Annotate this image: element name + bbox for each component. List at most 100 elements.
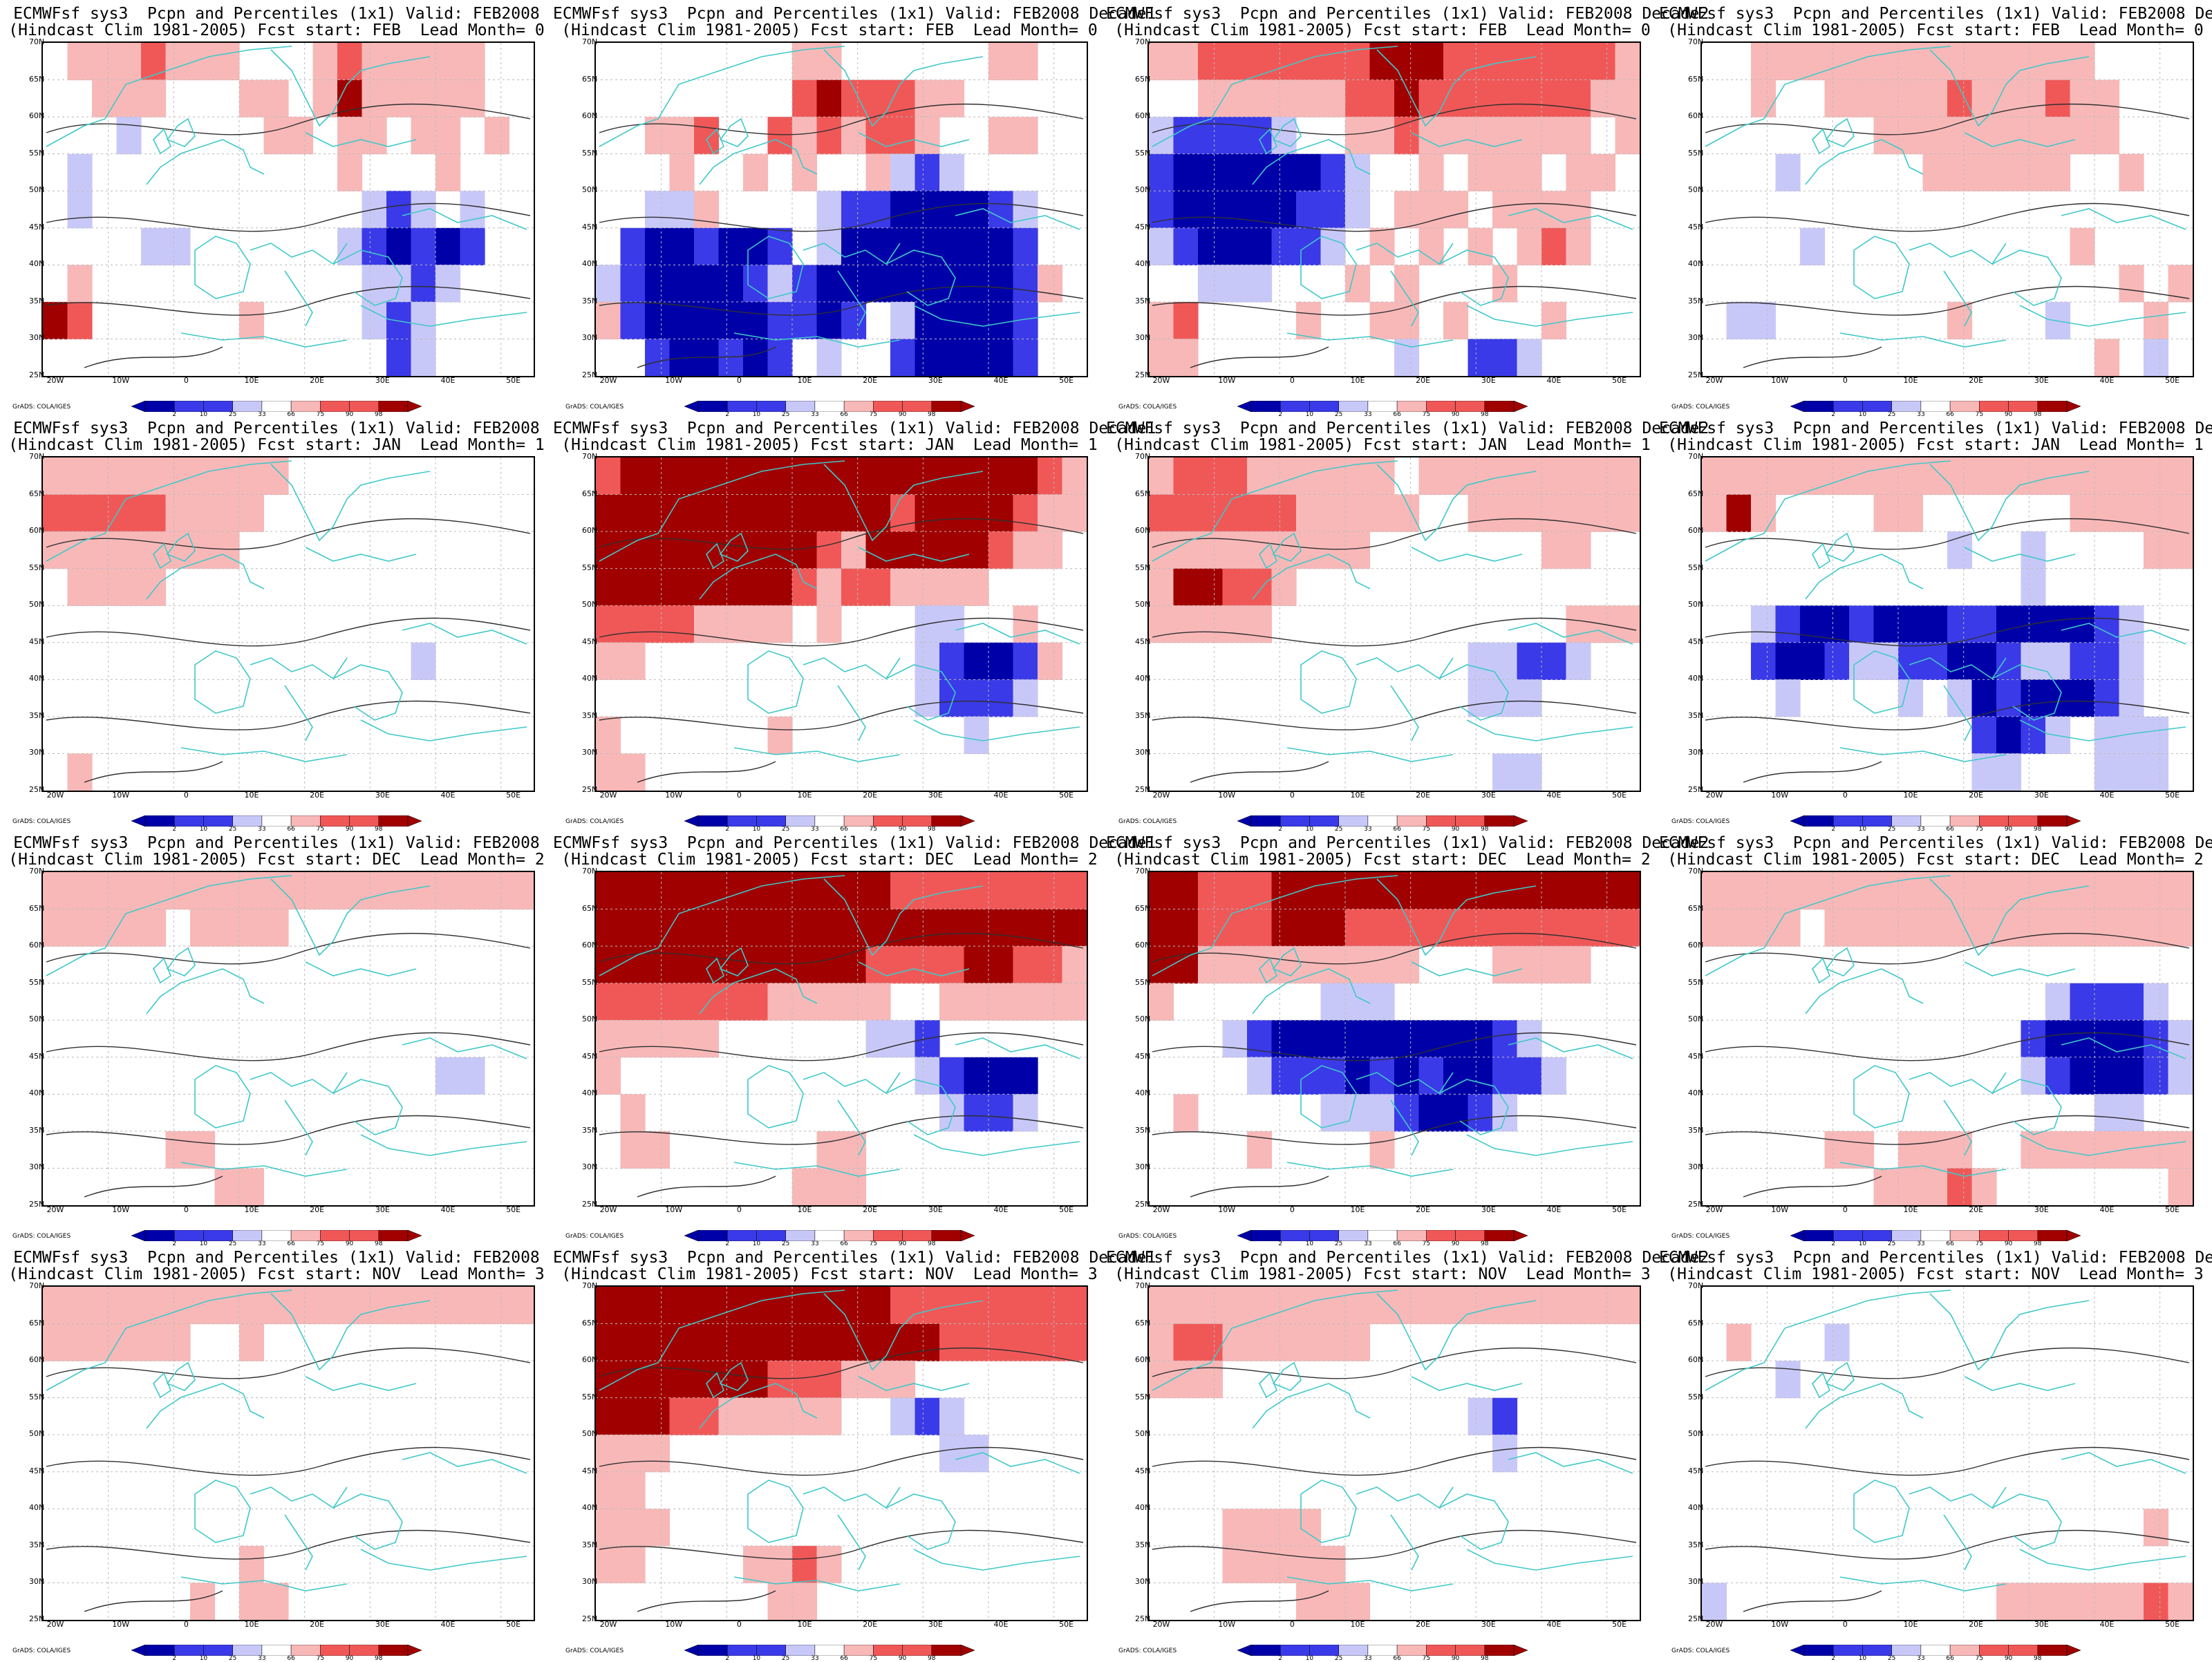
percentile-cell (362, 265, 387, 303)
colorbar-label: 33 (258, 1240, 266, 1247)
percentile-cell (165, 531, 191, 569)
percentile-cell (1296, 1545, 1322, 1584)
coastline (1411, 1376, 1523, 1391)
lat-tick-label: 35N (582, 296, 598, 305)
lon-tick-label: 20E (1969, 1205, 1984, 1214)
percentile-cell (1517, 753, 1542, 791)
percentile-cell (669, 872, 695, 910)
percentile-cell (915, 1057, 940, 1095)
percentile-cell (1062, 457, 1087, 495)
percentile-cell (1062, 983, 1087, 1021)
percentile-cell (669, 605, 695, 643)
percentile-cell (1922, 153, 1948, 191)
lat-tick-label: 35N (1135, 296, 1151, 305)
grads-credit: GrADS: COLA/IGES (565, 404, 624, 410)
percentile-cell (767, 1323, 793, 1361)
coastline (1356, 1486, 1454, 1509)
coastline (858, 1376, 970, 1391)
percentile-cell (1726, 1323, 1752, 1361)
coastline (46, 875, 292, 976)
percentile-cell (1996, 716, 2022, 755)
percentile-cell (2070, 494, 2095, 532)
lat-tick-label: 65N (1135, 1318, 1151, 1328)
lat-tick-label: 65N (1688, 74, 1704, 84)
precip-map (594, 871, 1088, 1207)
lon-tick-label: 50E (1059, 1620, 1074, 1629)
percentile-cell (939, 909, 965, 947)
lat-tick-label: 50N (582, 600, 598, 610)
coastline (1964, 1376, 2076, 1391)
colorbar-label: 33 (258, 826, 266, 833)
percentile-cell (596, 872, 621, 910)
percentile-cell (1591, 494, 1616, 532)
percentile-cell (1775, 43, 1801, 81)
colorbar-label: 2 (172, 826, 177, 833)
percentile-cell (767, 301, 793, 340)
lat-tick-label: 40N (29, 259, 45, 269)
percentile-cell (1296, 494, 1322, 532)
coastline (747, 1065, 804, 1129)
percentile-cell (165, 872, 191, 910)
coastline (305, 1376, 417, 1391)
percentile-cell (1615, 457, 1640, 495)
percentile-cell (1394, 43, 1420, 81)
percentile-cell (620, 1131, 646, 1169)
panel-title: ECMWFsf sys3 Pcpn and Percentiles (1x1) … (1106, 5, 1709, 23)
percentile-cell (411, 265, 436, 303)
lat-tick-label: 45N (582, 1466, 598, 1475)
lon-tick-label: 0 (183, 1205, 189, 1214)
percentile-cell (767, 227, 793, 265)
colorbar (684, 1644, 975, 1656)
percentile-cell (1824, 909, 1850, 947)
percentile-cell (509, 1287, 534, 1325)
percentile-cell (890, 339, 916, 376)
percentile-cell (2144, 1057, 2169, 1095)
colorbar-label: 2 (1278, 826, 1283, 833)
percentile-cell (1468, 494, 1493, 532)
percentile-cell (141, 568, 167, 606)
percentile-cell (865, 946, 891, 984)
lat-tick-label: 55N (582, 148, 598, 158)
percentile-cell (1271, 1287, 1297, 1325)
percentile-cell (1369, 79, 1395, 117)
colorbar (1237, 1644, 1528, 1656)
percentile-cell (2094, 909, 2120, 947)
percentile-cell (1468, 679, 1493, 717)
percentile-cell (1971, 117, 1997, 155)
percentile-cell (1800, 872, 1826, 910)
map-panel: ECMWFsf sys3 Pcpn and Percentiles (1x1) … (1659, 0, 2212, 419)
percentile-cell (1394, 1057, 1420, 1095)
percentile-cell (337, 1287, 363, 1325)
percentile-cell (1149, 117, 1174, 155)
percentile-cell (669, 1361, 695, 1399)
percentile-cell (214, 872, 240, 910)
coastline (146, 968, 265, 1014)
lat-tick-label: 65N (29, 1318, 45, 1328)
percentile-cell (939, 568, 965, 606)
percentile-cell (1873, 642, 1899, 680)
percentile-cell (2119, 494, 2144, 532)
percentile-cell (1038, 1287, 1063, 1325)
percentile-cell (890, 1323, 916, 1361)
coastline (2061, 1037, 2186, 1059)
percentile-cell (1173, 191, 1199, 229)
colorbar (131, 400, 422, 413)
percentile-cell (116, 494, 142, 532)
coastline (1152, 875, 1398, 976)
percentile-cell (865, 191, 891, 229)
climatology-contour (46, 202, 531, 232)
percentile-cell (939, 642, 965, 680)
lon-tick-label: 10E (244, 1205, 259, 1214)
percentile-cell (2119, 753, 2144, 791)
percentile-cell (988, 117, 1014, 155)
percentile-cell (816, 1287, 842, 1325)
lat-tick-label: 65N (29, 489, 45, 498)
percentile-cell (620, 568, 646, 606)
percentile-cell (1996, 153, 2022, 191)
percentile-cell (1751, 301, 1777, 340)
coastline (1272, 532, 1302, 562)
percentile-cell (743, 339, 769, 376)
colorbar-label: 2 (1278, 411, 1283, 418)
colorbar-label: 90 (1451, 1655, 1460, 1662)
percentile-cell (841, 568, 867, 606)
